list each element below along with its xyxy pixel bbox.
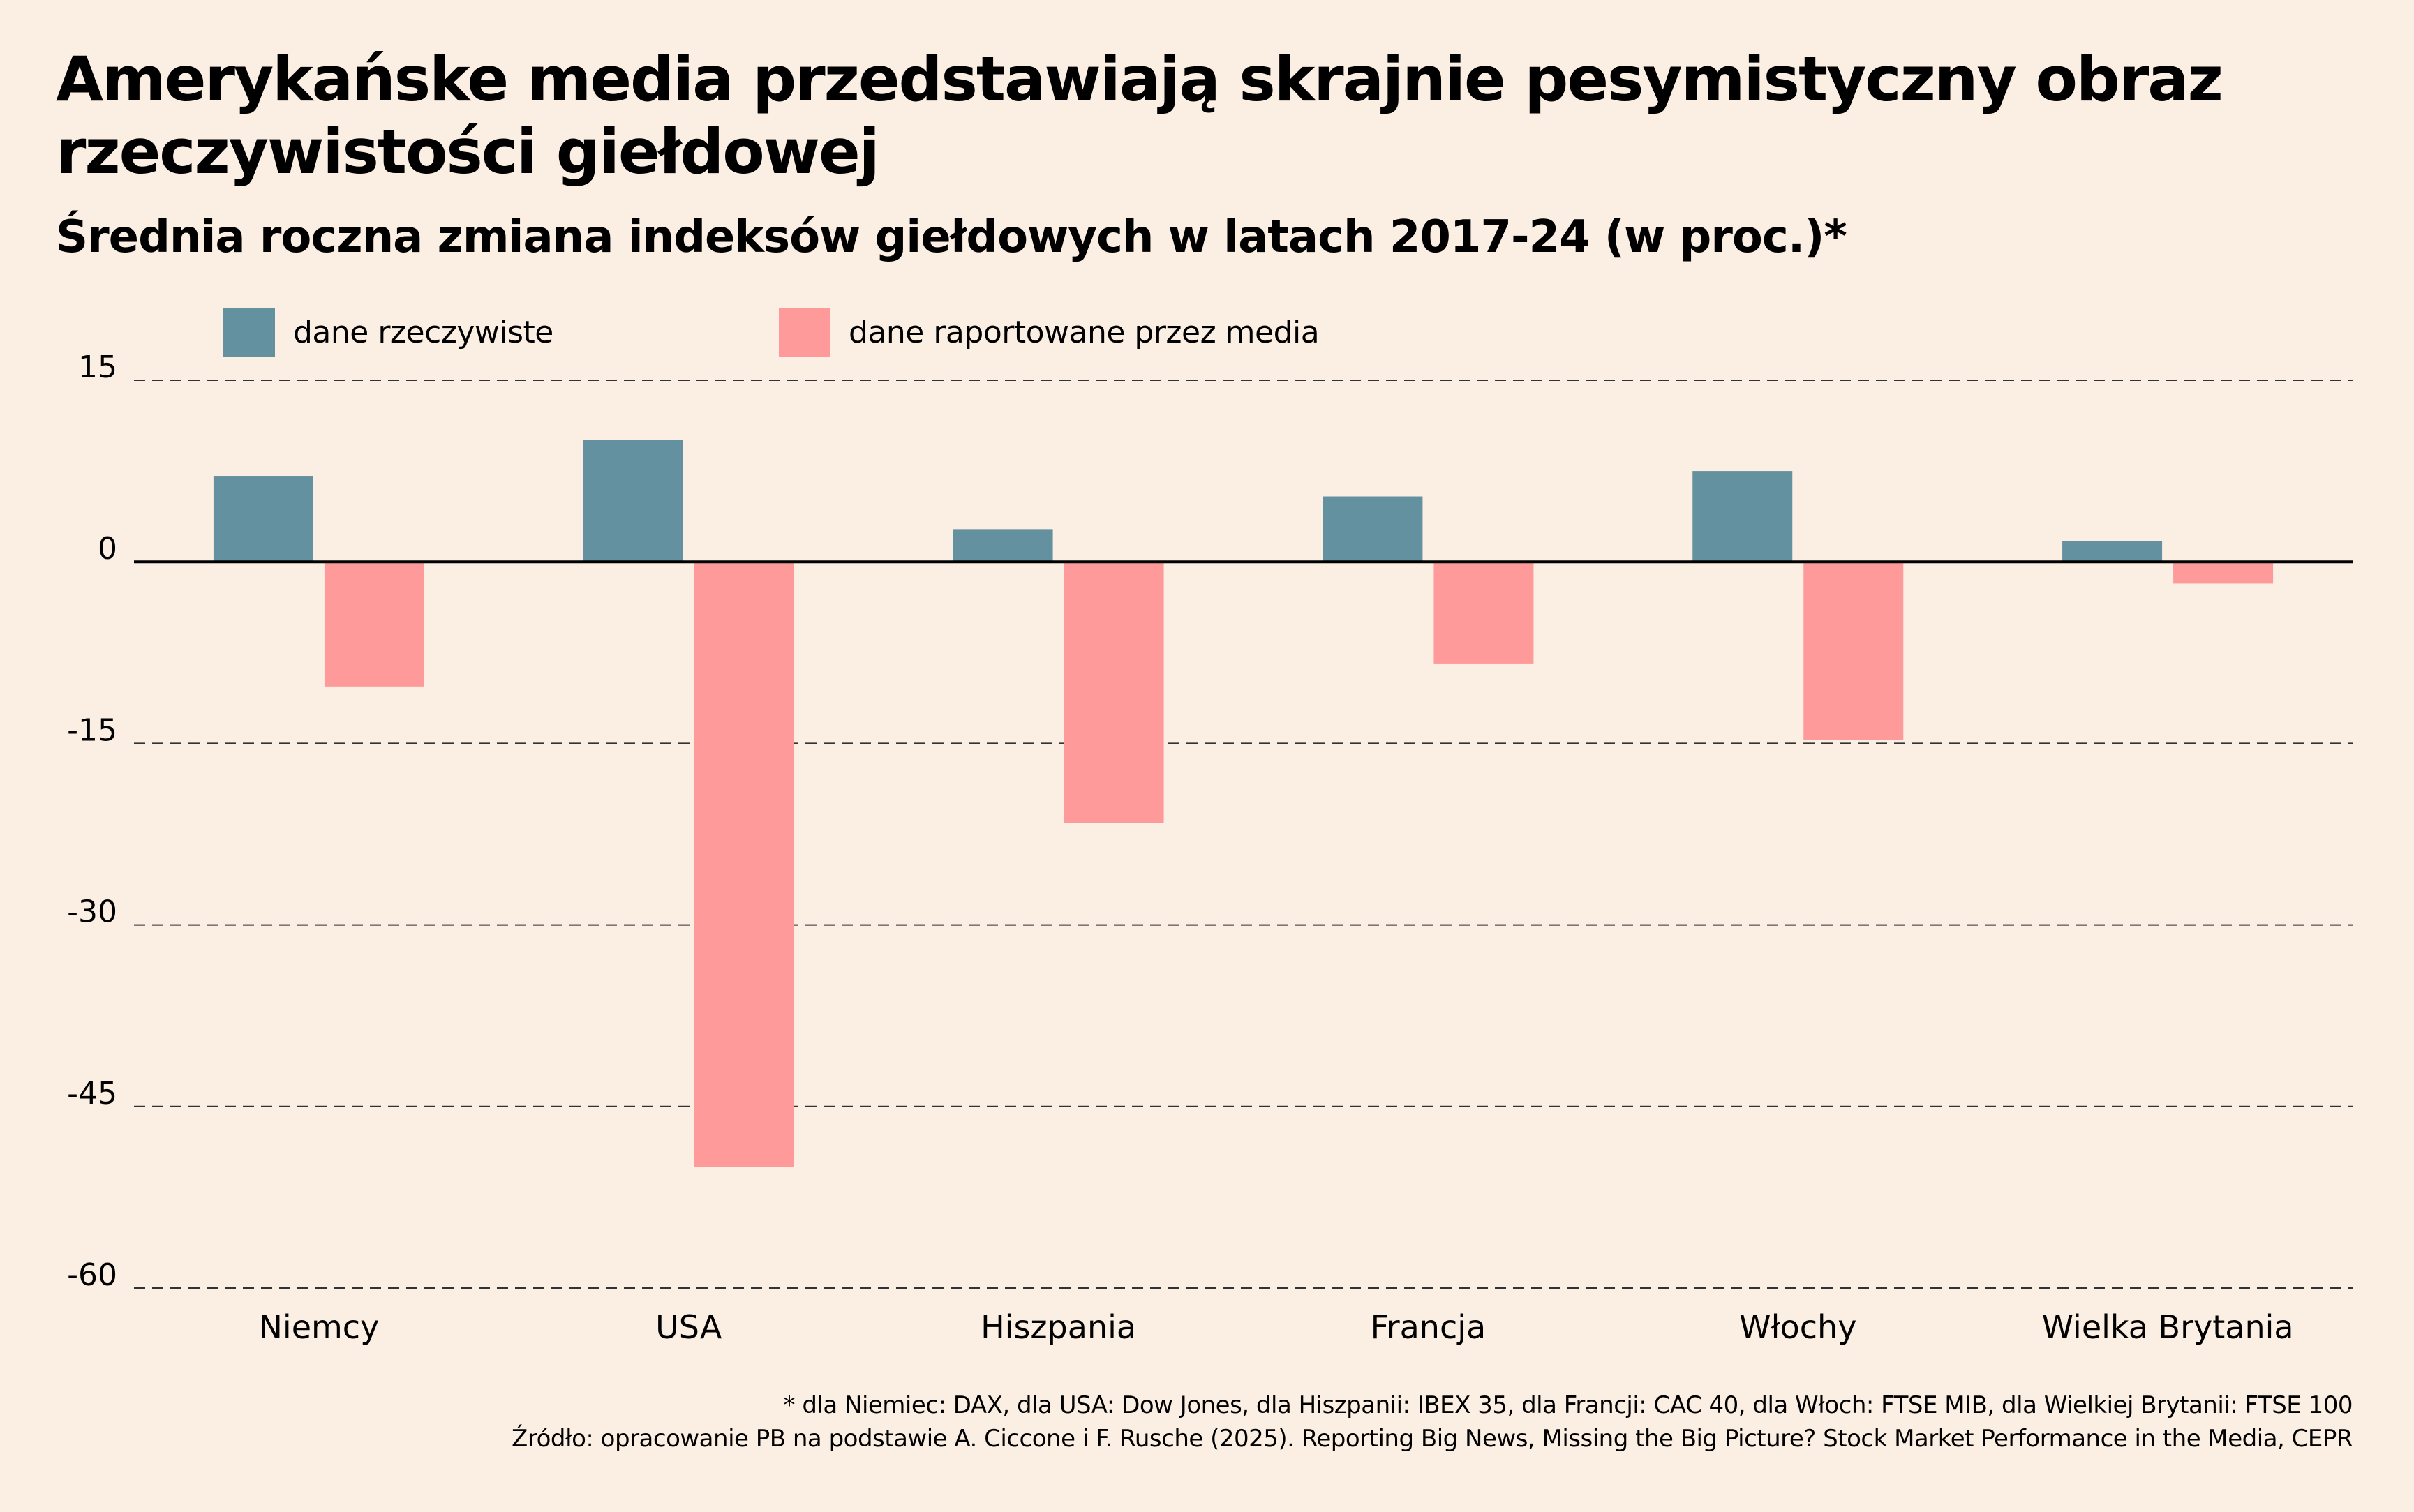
legend-item-actual: dane rzeczywiste — [223, 308, 553, 357]
legend-swatch-actual — [223, 308, 275, 357]
x-tick-label: USA — [655, 1308, 722, 1346]
y-tick-label: 0 — [98, 531, 117, 567]
bar-actual — [2062, 541, 2163, 562]
bar-media — [1433, 562, 1534, 664]
bar-actual — [1692, 471, 1793, 562]
y-axis-ticks: 15 0 -15 -30 -45 -60 — [67, 350, 117, 1293]
bar-media — [1064, 562, 1164, 823]
bar-chart: 15 0 -15 -30 -45 -60 Niemcy USA Hiszpania Francj… — [67, 350, 2353, 1346]
y-tick-label: 15 — [78, 350, 117, 385]
legend-item-media: dane raportowane przez media — [779, 308, 1320, 357]
bar-actual — [1323, 496, 1423, 562]
y-tick-label: -15 — [67, 712, 117, 748]
legend-label-actual: dane rzeczywiste — [293, 315, 553, 350]
bar-actual — [953, 529, 1053, 562]
bar-media — [2173, 562, 2274, 584]
x-tick-label: Hiszpania — [981, 1308, 1136, 1346]
footnote-source: Źródło: opracowanie PB na podstawie A. C… — [512, 1425, 2353, 1453]
x-tick-label: Włochy — [1739, 1308, 1856, 1346]
y-tick-label: -30 — [67, 895, 117, 930]
bar-media — [1803, 562, 1904, 740]
bar-actual — [213, 476, 313, 562]
x-axis-labels: Niemcy USA Hiszpania Francja Włochy Wielka Br… — [259, 1308, 2294, 1346]
footnote-indices: * dla Niemiec: DAX, dla USA: Dow Jones, … — [783, 1391, 2353, 1419]
x-tick-label: Wielka Brytania — [2042, 1308, 2294, 1346]
y-tick-label: -45 — [67, 1076, 117, 1111]
chart-subtitle: Średnia roczna zmiana indeksów giełdowyc… — [56, 211, 1847, 263]
bars — [213, 439, 2274, 1167]
x-tick-label: Niemcy — [259, 1308, 380, 1346]
legend-label-media: dane raportowane przez media — [849, 315, 1320, 350]
chart-title: Amerykańske media przedstawiają skrajnie… — [56, 43, 2223, 188]
legend-swatch-media — [779, 308, 830, 357]
bar-media — [694, 562, 794, 1167]
y-tick-label: -60 — [67, 1257, 117, 1293]
bar-media — [324, 562, 424, 687]
footnotes: * dla Niemiec: DAX, dla USA: Dow Jones, … — [512, 1389, 2353, 1455]
gridlines — [134, 380, 2353, 1289]
x-tick-label: Francja — [1371, 1308, 1487, 1346]
bar-actual — [583, 439, 683, 562]
